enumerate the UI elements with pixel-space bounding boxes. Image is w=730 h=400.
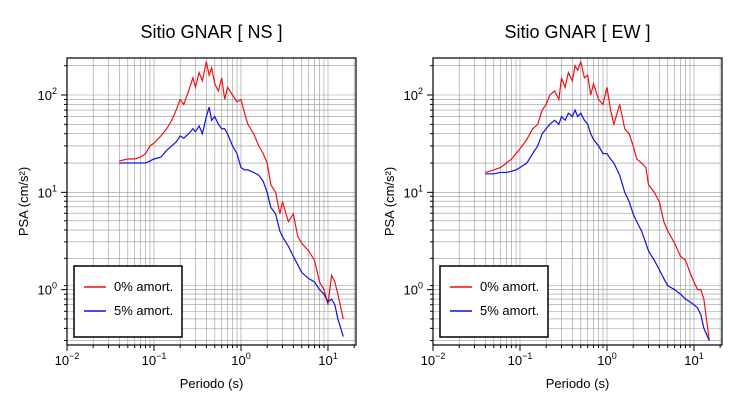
x-tick-label-base: 10 [231,353,245,368]
x-tick-label-exponent: −1 [156,351,166,361]
x-tick-label-exponent: −1 [522,351,532,361]
y-tick-label: 102 [404,86,423,103]
y-tick-label: 100 [38,281,57,298]
x-axis-label: Periodo (s) [546,376,610,391]
x-tick-label-exponent: 0 [246,351,251,361]
y-tick-label-exponent: 0 [418,281,423,291]
y-tick-label-exponent: 1 [418,183,423,193]
y-tick-label-base: 10 [38,283,52,298]
legend-label: 0% amort. [480,279,539,294]
x-tick-label-base: 10 [421,353,435,368]
x-tick-label-exponent: −2 [69,351,79,361]
x-tick-label-exponent: 1 [333,351,338,361]
y-axis-label: PSA (cm/s²) [382,167,397,236]
x-tick-label-base: 10 [597,353,611,368]
y-tick-label-base: 10 [38,88,52,103]
x-tick-label-base: 10 [55,353,69,368]
x-tick-label: 10−1 [142,351,167,368]
y-tick-label-base: 10 [404,88,418,103]
x-tick-label: 10−2 [421,351,446,368]
x-tick-label-base: 10 [318,353,332,368]
x-axis-label: Periodo (s) [180,376,244,391]
plot-frame [432,57,723,346]
x-tick-label: 101 [684,351,703,368]
series-line [485,59,710,341]
chart-title: Sitio GNAR [ NS ] [140,22,282,42]
legend-label: 5% amort. [114,303,173,318]
y-tick-label-base: 10 [38,185,52,200]
y-tick-label-exponent: 0 [52,281,57,291]
y-tick-label: 100 [404,281,423,298]
y-tick-label-base: 10 [404,185,418,200]
x-tick-label: 101 [318,351,337,368]
chart-title: Sitio GNAR [ EW ] [504,22,650,42]
y-tick-label-base: 10 [404,283,418,298]
x-tick-label: 100 [597,351,616,368]
legend-label: 5% amort. [480,303,539,318]
x-tick-label-base: 10 [684,353,698,368]
legend-box [439,265,549,338]
y-tick-label: 101 [404,183,423,200]
x-tick-label: 10−1 [508,351,533,368]
series-line [119,106,344,337]
legend-box [73,265,183,338]
x-tick-label: 10−2 [55,351,80,368]
x-tick-label-exponent: 0 [612,351,617,361]
y-tick-label: 102 [38,86,57,103]
x-tick-label: 100 [231,351,250,368]
x-tick-label-base: 10 [508,353,522,368]
series-line [119,61,344,320]
legend-label: 0% amort. [114,279,173,294]
x-tick-label-exponent: 1 [699,351,704,361]
series-line [485,108,710,341]
x-tick-label-exponent: −2 [435,351,445,361]
plot-frame [66,57,357,346]
y-tick-label: 101 [38,183,57,200]
y-tick-label-exponent: 2 [418,86,423,96]
y-tick-label-exponent: 2 [52,86,57,96]
y-tick-label-exponent: 1 [52,183,57,193]
x-tick-label-base: 10 [142,353,156,368]
y-axis-label: PSA (cm/s²) [16,167,31,236]
